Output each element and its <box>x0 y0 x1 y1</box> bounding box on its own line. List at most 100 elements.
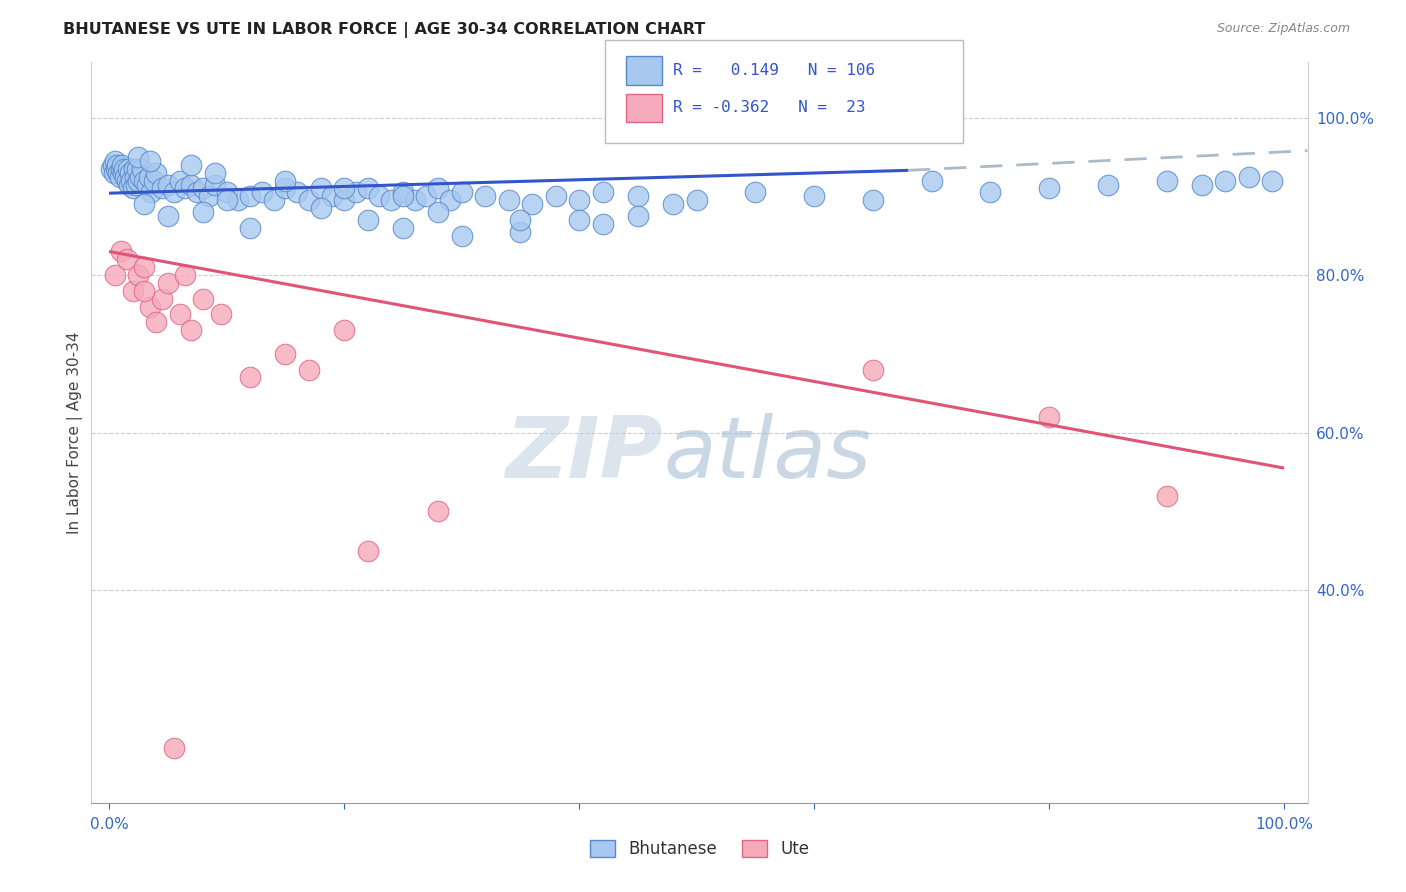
Point <box>174 268 197 282</box>
Point <box>356 213 378 227</box>
Point <box>150 292 173 306</box>
Point <box>239 189 262 203</box>
Point <box>404 194 426 208</box>
Point <box>112 161 135 176</box>
Point <box>139 300 162 314</box>
Point <box>104 268 127 282</box>
Point <box>186 186 208 200</box>
Point <box>156 209 179 223</box>
Point <box>127 173 149 187</box>
Point <box>344 186 367 200</box>
Point <box>333 181 356 195</box>
Point <box>380 194 402 208</box>
Point <box>156 276 179 290</box>
Point <box>110 244 132 259</box>
Point <box>145 166 167 180</box>
Point <box>215 194 238 208</box>
Point <box>498 194 520 208</box>
Point <box>239 370 262 384</box>
Point <box>174 181 197 195</box>
Point <box>450 228 472 243</box>
Point <box>145 315 167 329</box>
Point <box>191 205 214 219</box>
Point <box>139 153 162 168</box>
Point <box>127 150 149 164</box>
Point <box>104 153 127 168</box>
Point <box>111 158 134 172</box>
Point <box>114 169 136 184</box>
Point <box>368 189 391 203</box>
Point <box>127 268 149 282</box>
Text: ZIP: ZIP <box>505 413 664 496</box>
Point <box>180 323 202 337</box>
Point <box>127 161 149 176</box>
Point <box>121 284 143 298</box>
Point <box>509 213 531 227</box>
Point <box>309 181 332 195</box>
Point <box>198 189 221 203</box>
Point <box>544 189 567 203</box>
Point <box>150 181 173 195</box>
Point <box>509 225 531 239</box>
Point <box>415 189 437 203</box>
Point <box>568 213 591 227</box>
Point <box>204 178 226 192</box>
Point <box>112 166 135 180</box>
Point <box>138 169 160 184</box>
Point <box>191 292 214 306</box>
Point <box>263 194 285 208</box>
Point <box>134 260 156 275</box>
Point <box>105 161 128 176</box>
Point <box>285 186 308 200</box>
Point <box>274 347 297 361</box>
Point <box>744 186 766 200</box>
Point <box>474 189 496 203</box>
Point <box>209 308 232 322</box>
Point <box>191 181 214 195</box>
Point <box>120 173 142 187</box>
Point <box>685 194 707 208</box>
Point <box>356 181 378 195</box>
Point <box>1156 173 1178 187</box>
Point <box>156 178 179 192</box>
Point <box>333 323 356 337</box>
Point <box>250 186 273 200</box>
Point <box>115 252 138 267</box>
Point <box>1191 178 1213 192</box>
Point <box>427 205 450 219</box>
Point <box>321 189 343 203</box>
Point <box>520 197 543 211</box>
Point <box>391 220 413 235</box>
Point <box>141 186 163 200</box>
Point <box>391 189 413 203</box>
Point <box>134 197 156 211</box>
Point <box>274 181 297 195</box>
Point <box>862 362 884 376</box>
Point <box>1038 181 1060 195</box>
Point <box>122 161 145 176</box>
Point <box>180 178 202 192</box>
Point <box>103 166 125 180</box>
Point <box>1261 173 1284 187</box>
Point <box>627 189 650 203</box>
Point <box>1156 489 1178 503</box>
Point <box>134 284 156 298</box>
Point <box>356 543 378 558</box>
Text: Source: ZipAtlas.com: Source: ZipAtlas.com <box>1216 22 1350 36</box>
Point <box>239 220 262 235</box>
Point <box>1237 169 1260 184</box>
Point <box>124 169 146 184</box>
Point <box>121 181 143 195</box>
Point <box>921 173 943 187</box>
Point <box>131 161 153 176</box>
Point <box>142 173 165 187</box>
Point <box>333 194 356 208</box>
Point <box>803 189 825 203</box>
Point <box>627 209 650 223</box>
Y-axis label: In Labor Force | Age 30-34: In Labor Force | Age 30-34 <box>67 331 83 534</box>
Point <box>169 308 191 322</box>
Point <box>439 194 461 208</box>
Legend: Bhutanese, Ute: Bhutanese, Ute <box>583 833 815 865</box>
Point <box>101 158 124 172</box>
Point <box>110 161 132 176</box>
